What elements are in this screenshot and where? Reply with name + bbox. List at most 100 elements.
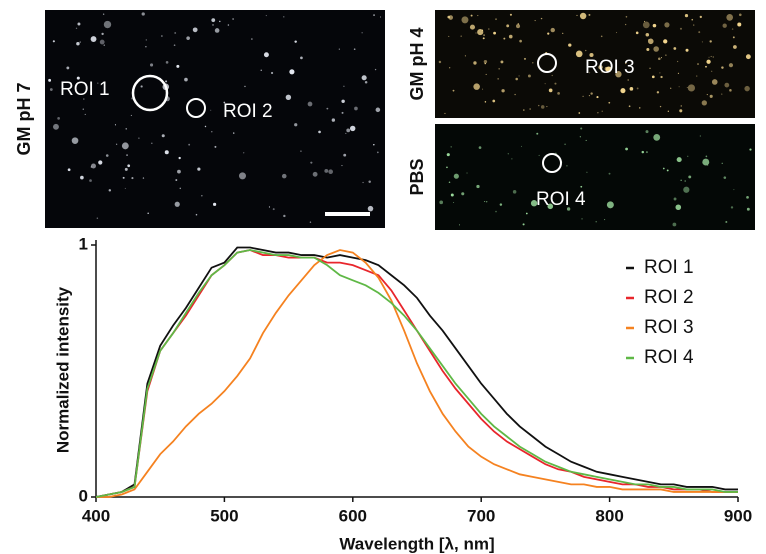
- speck: [506, 24, 510, 28]
- speck: [373, 144, 375, 146]
- speck: [653, 133, 661, 141]
- speck: [466, 172, 468, 174]
- speck: [145, 46, 147, 48]
- speck: [495, 210, 497, 213]
- speck: [687, 155, 689, 157]
- speck: [544, 83, 546, 85]
- speck: [645, 33, 650, 37]
- speck: [283, 16, 285, 18]
- speck: [730, 206, 734, 209]
- speck: [529, 108, 531, 110]
- speck: [576, 14, 578, 16]
- speck: [484, 62, 486, 65]
- series-line: [95, 249, 738, 498]
- speck: [527, 74, 531, 78]
- speck: [380, 16, 382, 18]
- speck: [470, 14, 473, 17]
- speck: [722, 23, 727, 28]
- speck: [644, 20, 646, 22]
- speck: [706, 94, 708, 96]
- speck: [708, 56, 710, 58]
- speck: [746, 207, 750, 211]
- speck: [309, 221, 312, 223]
- speck: [448, 181, 451, 184]
- speck: [546, 106, 548, 108]
- speck: [705, 155, 708, 158]
- speck: [244, 85, 246, 88]
- speck: [176, 64, 180, 68]
- speck: [733, 45, 737, 49]
- legend-label: ROI 2: [644, 287, 694, 308]
- speck: [310, 161, 313, 164]
- speck: [114, 124, 116, 126]
- speck: [84, 113, 86, 115]
- speck: [636, 87, 639, 90]
- speck: [238, 172, 247, 180]
- speck: [341, 99, 345, 104]
- speck: [673, 47, 677, 50]
- speck: [483, 59, 488, 64]
- speck: [326, 107, 329, 110]
- speck: [514, 93, 516, 96]
- speck: [647, 38, 654, 45]
- speck: [204, 125, 207, 128]
- speck: [667, 110, 669, 112]
- speck: [562, 32, 564, 34]
- speck: [233, 132, 235, 134]
- x-tick-label: 400: [82, 506, 110, 525]
- speck: [373, 14, 375, 16]
- speck: [731, 28, 734, 30]
- speck: [477, 29, 484, 36]
- speck: [733, 189, 735, 191]
- speck: [461, 192, 465, 196]
- speck: [600, 35, 603, 38]
- speck: [265, 15, 267, 17]
- speck: [131, 177, 134, 180]
- speck: [585, 139, 587, 141]
- speck: [76, 76, 80, 80]
- speck: [699, 15, 702, 19]
- x-tick-label: 800: [595, 506, 623, 525]
- speck: [141, 12, 145, 16]
- speck: [588, 95, 590, 97]
- speck: [684, 180, 686, 182]
- speck: [452, 89, 455, 92]
- speck: [145, 39, 147, 41]
- speck: [581, 218, 583, 220]
- roi-circle: [131, 74, 169, 112]
- speck: [579, 136, 581, 138]
- speck: [76, 41, 80, 46]
- speck: [362, 181, 364, 184]
- speck: [485, 73, 487, 76]
- speck: [175, 179, 178, 182]
- speck: [635, 31, 639, 35]
- speck: [150, 63, 154, 67]
- speck: [732, 36, 735, 39]
- speck: [688, 175, 692, 179]
- speck: [48, 78, 52, 82]
- speck: [497, 78, 499, 80]
- roi-label: ROI 3: [585, 57, 635, 78]
- speck: [376, 151, 379, 154]
- speck: [712, 56, 714, 58]
- speck: [498, 68, 500, 70]
- speck: [105, 154, 109, 157]
- speck: [728, 63, 734, 68]
- speck: [91, 163, 96, 169]
- speck: [179, 187, 181, 190]
- roi-circle: [537, 53, 557, 73]
- speck: [71, 137, 79, 144]
- speck: [125, 128, 127, 130]
- speck: [492, 99, 496, 103]
- speck: [300, 150, 302, 152]
- speck: [210, 109, 212, 111]
- speck: [192, 27, 198, 33]
- series-line: [95, 246, 738, 498]
- speck: [211, 131, 213, 133]
- speck: [453, 201, 455, 204]
- speck: [721, 66, 724, 69]
- speck: [341, 165, 343, 167]
- speck: [709, 40, 712, 43]
- speck: [343, 153, 347, 157]
- speck: [652, 23, 657, 28]
